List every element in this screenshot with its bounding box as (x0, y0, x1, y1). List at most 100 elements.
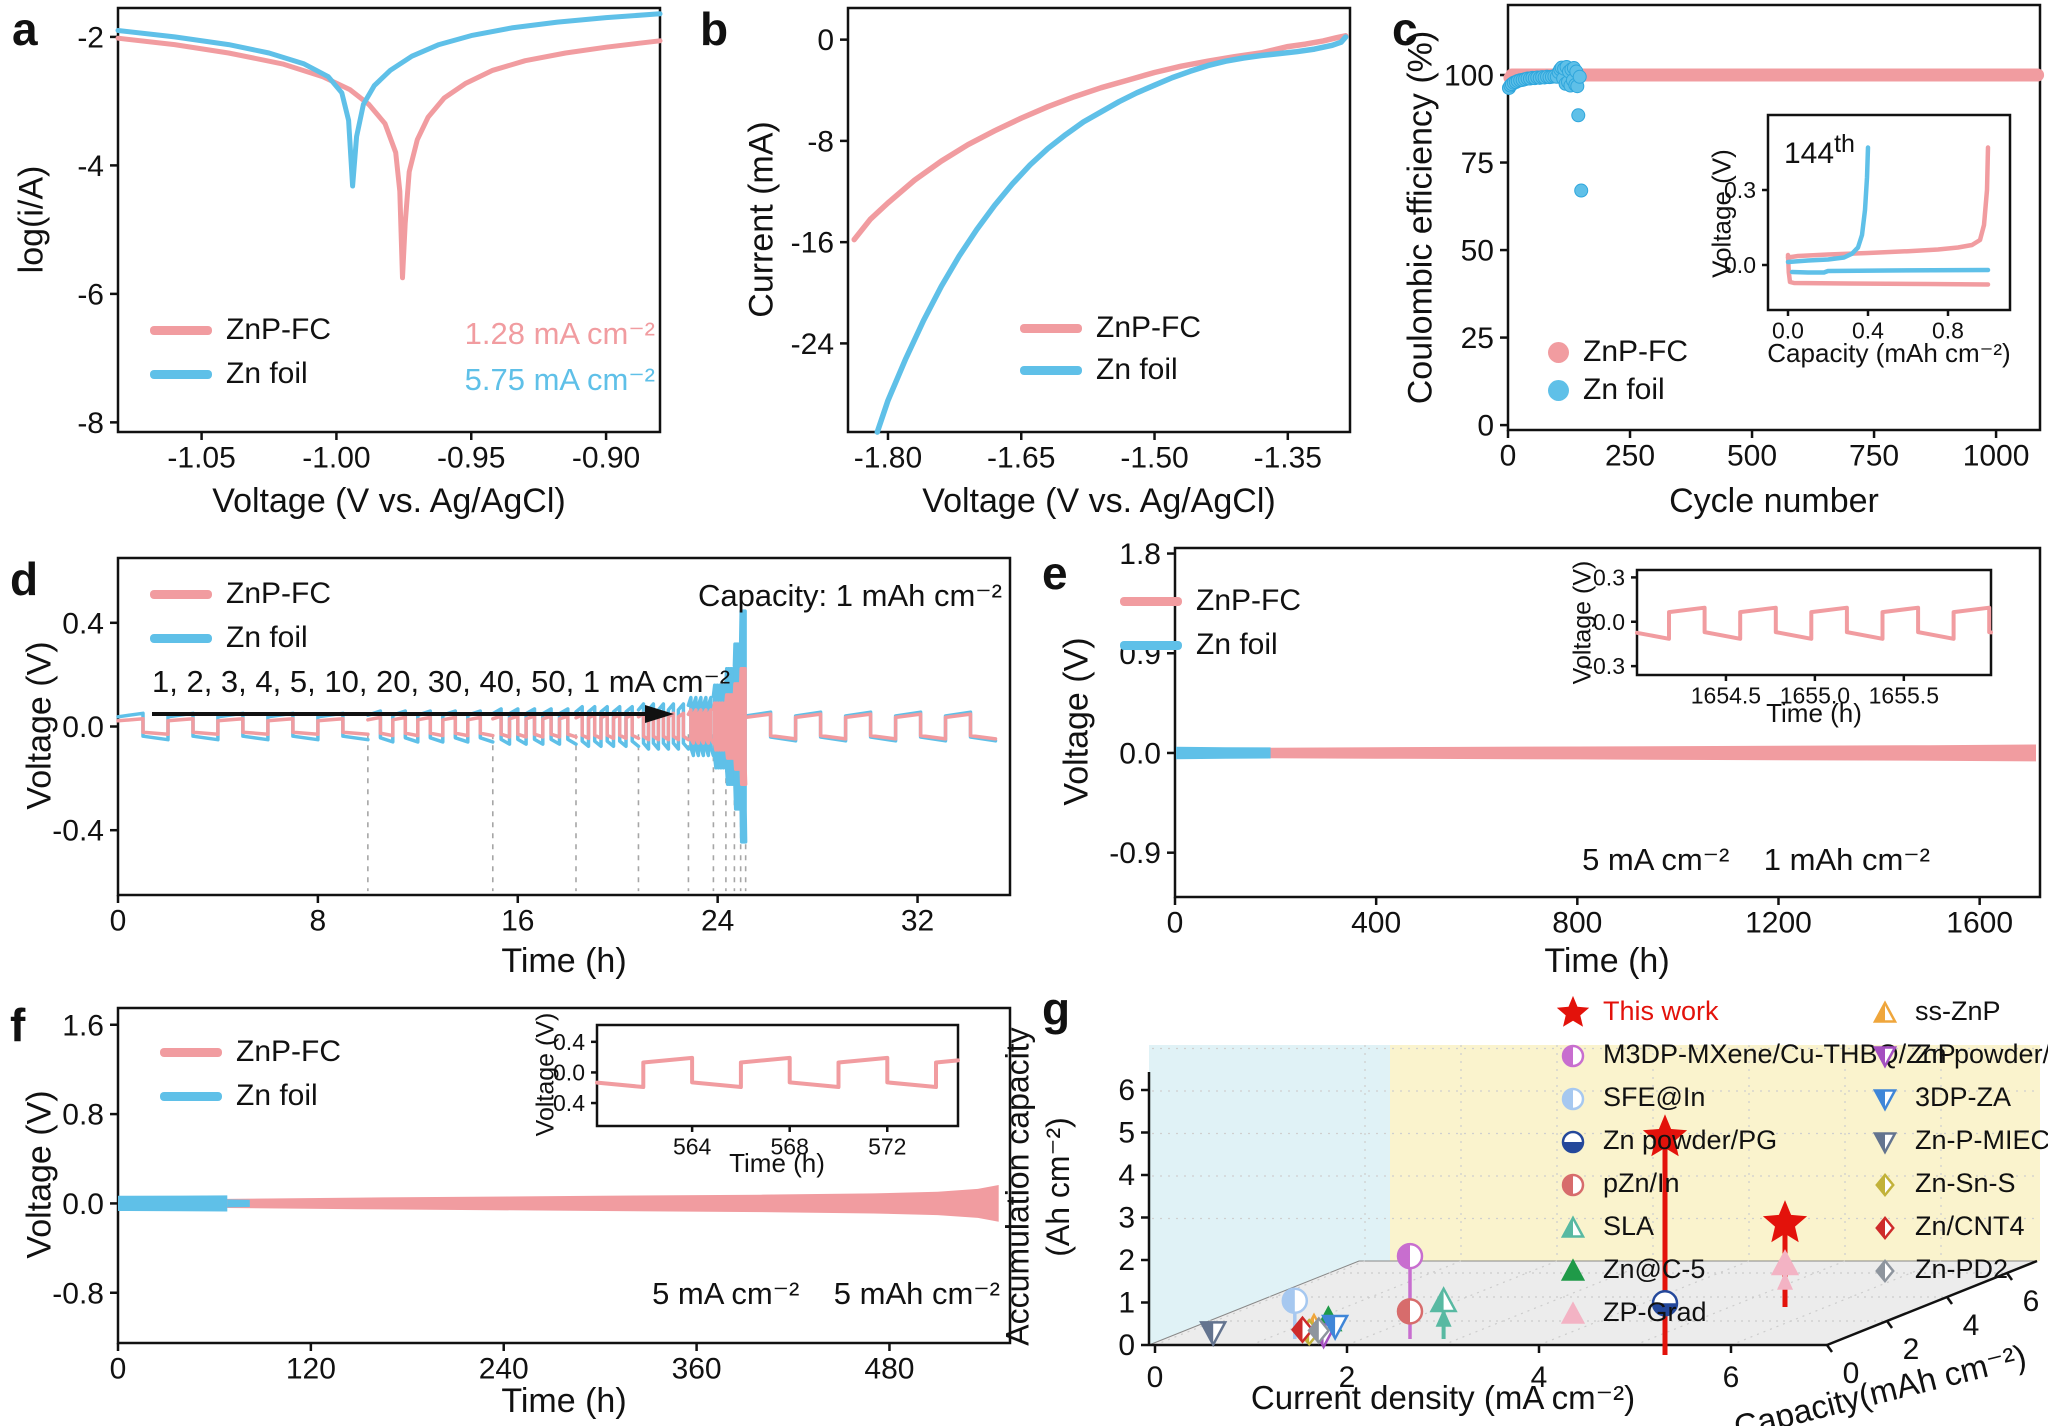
legend-marker-tri-icon (1560, 1300, 1586, 1324)
floor-grid-depth (1442, 1260, 1654, 1346)
a-legend-item-znpfc: ZnP-FC (150, 312, 331, 348)
marker-half (1875, 1133, 1885, 1152)
z-tick-label: 4 (1118, 1159, 1135, 1192)
panel-letter-b: b (700, 3, 729, 55)
y-tick-label: 0.3 (1593, 564, 1625, 590)
plot-frame (1506, 3, 2042, 432)
g-legend-col2-item-0: ss-ZnP (1868, 990, 2048, 1033)
legend-label: SFE@In (1603, 1082, 1706, 1112)
a-annotation-corrosion-znpfc: 1.28 mA cm⁻² (464, 316, 655, 351)
e-ylabel: Voltage (V) (1057, 637, 1096, 806)
x-tick-label: 8 (310, 905, 327, 938)
marker-half (1875, 1090, 1885, 1109)
znfoil-line-swatch (150, 369, 212, 379)
e-inset-xlabel: Time (h) (1766, 698, 1862, 728)
x-tick-label: 240 (479, 1353, 529, 1386)
znpfc-voltage-wave (491, 714, 578, 739)
c-legend-item-znfoil: Zn foil (1548, 372, 1665, 408)
panel-letter-g: g (1042, 983, 1071, 1035)
legend-label: Zn-P-MIEC (1915, 1125, 2048, 1155)
panel-letter-f: f (10, 999, 26, 1051)
curve-ZnP-FC (115, 35, 663, 281)
x-tick-label: 572 (868, 1134, 906, 1160)
y-tick-label: -8 (77, 407, 104, 440)
plot-frame (595, 1023, 960, 1128)
x-tick-label: 1655.0 (1780, 683, 1850, 709)
znfoil-cycling-band-tail (227, 1199, 250, 1208)
marker-half (1309, 1318, 1319, 1343)
y-tick-label: -0.4 (52, 815, 104, 848)
cycle-suffix: th (1834, 130, 1855, 158)
znpfc-dot-swatch (1548, 341, 1569, 363)
f-legend-item-znpfc: ZnP-FC (160, 1034, 341, 1070)
y-tick-label: 25 (1461, 322, 1494, 355)
legend-label: ZnP-FC (1096, 311, 1201, 344)
marker-half (1876, 1260, 1885, 1281)
g-legend-col2-item-6: Zn-PD2 (1868, 1248, 2048, 1291)
znfoil-point (1572, 69, 1587, 84)
y-tick-label: 1.8 (1119, 538, 1161, 571)
marker-tri (1770, 1249, 1800, 1276)
x-tick-label: -1.05 (167, 442, 235, 475)
d-legend-item-znpfc: ZnP-FC (150, 576, 331, 612)
x-tick-label: 0.4 (1852, 318, 1884, 344)
e-legend-item-znpfc: ZnP-FC (1120, 583, 1301, 619)
plot-frame (116, 1006, 1012, 1345)
y-tick-label: 0.0 (1119, 737, 1161, 770)
marker-tri (1560, 1257, 1586, 1281)
panel-letter-a: a (12, 3, 38, 55)
legend-label: Zn foil (226, 357, 308, 390)
legend-label: ZnP-FC (1583, 335, 1688, 368)
x-tick-label: -0.95 (437, 442, 505, 475)
x-tick-label: -1.80 (854, 442, 922, 475)
y-tick-label: 75 (1461, 147, 1494, 180)
stem-arrow (1435, 1308, 1452, 1327)
marker-half (1875, 1047, 1885, 1066)
legend-label: Zn foil (1096, 353, 1178, 386)
legend-label: SLA (1603, 1211, 1655, 1241)
y-tick-label: 0.4 (62, 607, 104, 640)
x-tick-label: 800 (1552, 907, 1602, 940)
g-legend-col2-item-3: Zn-P-MIEC (1868, 1119, 2048, 1162)
znpfc-voltage-wave (574, 712, 641, 741)
znpfc-voltage-wave (686, 708, 716, 745)
g-legend-col2-item-1: Zn powder/PG (1868, 1033, 2048, 1076)
legend-label: ZnP-FC (226, 313, 331, 346)
floor-grid-depth (1634, 1260, 1846, 1346)
stem-arrow (1777, 1271, 1793, 1290)
marker-star (1762, 1200, 1808, 1243)
x-tick-label: 1000 (1963, 440, 2030, 473)
b-legend-item-znpfc: ZnP-FC (1020, 310, 1201, 346)
y-tick-label: 0.0 (62, 711, 104, 744)
plot-frame (1635, 568, 1993, 677)
y-tick-label: -24 (791, 328, 834, 361)
x-tick-label: 0.8 (1932, 318, 1964, 344)
floor-grid-depth (1154, 1260, 1366, 1346)
g-y-tick-mark (1945, 1296, 1954, 1305)
y-tick-label: 0.8 (62, 1099, 104, 1132)
znfoil-point (1574, 183, 1589, 198)
g-legend-col1-item-0: This work (1556, 990, 1956, 1033)
x-tick-label: 32 (901, 905, 934, 938)
marker-half (1398, 1299, 1410, 1324)
legend-label: ss-ZnP (1915, 996, 2001, 1026)
g-y-tick-label: 0 (1843, 1357, 1860, 1390)
a-xlabel: Voltage (V vs. Ag/AgCl) (212, 482, 566, 520)
znpfc-voltage-wave (366, 715, 495, 738)
c-inset-cycle-label: 144th (1784, 130, 1855, 171)
legend-label: Zn foil (226, 621, 308, 654)
legend-label: pZn/In (1603, 1168, 1680, 1198)
legend-label: Zn powder/PG (1603, 1125, 1778, 1155)
legend-marker-diamond-icon (1875, 1215, 1895, 1240)
e-conditions-annotation: 5 mA cm⁻² 1 mAh cm⁻² (1582, 842, 1930, 877)
x-tick-label: 1654.5 (1691, 683, 1761, 709)
znpfc-voltage-wave (738, 667, 748, 786)
legend-marker-circle-icon (1561, 1044, 1585, 1067)
marker-half (1563, 1217, 1573, 1236)
y-tick-label: -0.4 (545, 1090, 585, 1116)
plot-frame (846, 6, 1352, 434)
marker-half (1282, 1288, 1295, 1313)
x-tick-label: 0 (1167, 907, 1184, 940)
f-inset-xlabel: Time (h) (729, 1148, 825, 1178)
